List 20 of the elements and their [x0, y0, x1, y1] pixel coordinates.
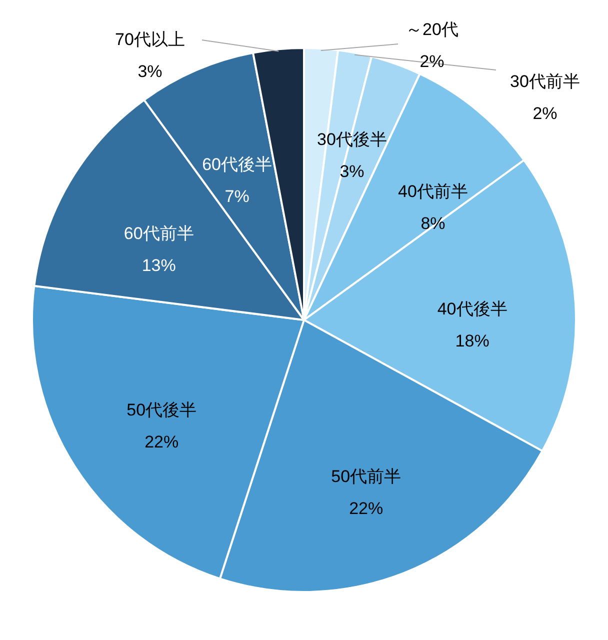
slice-label: 30代前半: [510, 72, 580, 91]
slice-label: 40代後半: [437, 299, 508, 318]
slice-label: 30代後半: [317, 130, 387, 149]
data-label: 22%: [349, 498, 384, 518]
slice-label: ～20代: [406, 20, 458, 39]
slice-label: 60代前半: [124, 224, 194, 244]
data-label: 2%: [420, 52, 444, 71]
data-label: 3%: [138, 62, 162, 81]
data-label: 7%: [224, 187, 250, 206]
data-label: 13%: [142, 256, 176, 276]
slice-label: 50代後半: [126, 400, 197, 420]
data-label: 18%: [455, 331, 490, 350]
slice-label: 60代後半: [202, 155, 272, 174]
slice-label: 40代前半: [398, 182, 468, 201]
data-label: 22%: [144, 432, 179, 452]
data-label: 8%: [420, 214, 446, 233]
data-label: 3%: [340, 162, 364, 181]
slice-label: 50代前半: [331, 466, 402, 486]
data-label: 2%: [532, 104, 558, 123]
slice-label: 70代以上: [115, 30, 185, 49]
